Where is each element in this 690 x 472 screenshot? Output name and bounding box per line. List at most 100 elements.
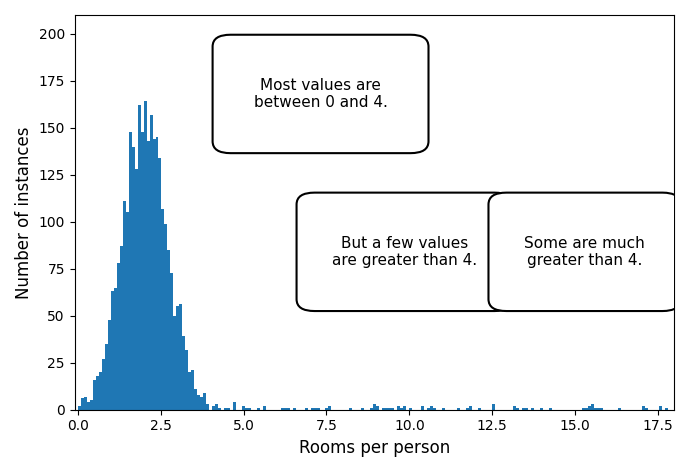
- Bar: [179, 304, 182, 410]
- Bar: [397, 406, 400, 410]
- Bar: [177, 306, 179, 410]
- Bar: [141, 132, 144, 410]
- Bar: [126, 212, 128, 410]
- Bar: [233, 402, 236, 410]
- Bar: [206, 404, 209, 410]
- Bar: [304, 408, 308, 410]
- Text: Some are much
greater than 4.: Some are much greater than 4.: [524, 236, 645, 268]
- Bar: [173, 316, 177, 410]
- Bar: [284, 408, 287, 410]
- Bar: [328, 406, 331, 410]
- Bar: [373, 404, 376, 410]
- Bar: [600, 408, 603, 410]
- Bar: [182, 337, 186, 410]
- Bar: [137, 105, 141, 410]
- Bar: [442, 408, 445, 410]
- Bar: [618, 408, 621, 410]
- Bar: [362, 408, 364, 410]
- Bar: [293, 408, 295, 410]
- Bar: [96, 376, 99, 410]
- Bar: [186, 350, 188, 410]
- Bar: [403, 406, 406, 410]
- Bar: [84, 396, 87, 410]
- Bar: [168, 250, 170, 410]
- Bar: [349, 408, 353, 410]
- Bar: [493, 404, 495, 410]
- Bar: [123, 201, 126, 410]
- Bar: [287, 408, 290, 410]
- Bar: [513, 406, 516, 410]
- Bar: [245, 408, 248, 410]
- Text: But a few values
are greater than 4.: But a few values are greater than 4.: [332, 236, 477, 268]
- Bar: [78, 406, 81, 410]
- Bar: [170, 272, 173, 410]
- Bar: [200, 396, 204, 410]
- Bar: [227, 408, 230, 410]
- Bar: [525, 408, 529, 410]
- Bar: [400, 408, 403, 410]
- X-axis label: Rooms per person: Rooms per person: [299, 439, 450, 457]
- Bar: [144, 101, 146, 410]
- Bar: [161, 209, 164, 410]
- Bar: [427, 408, 430, 410]
- Bar: [317, 408, 319, 410]
- Bar: [469, 406, 471, 410]
- Bar: [99, 372, 102, 410]
- Bar: [159, 158, 161, 410]
- Bar: [549, 408, 552, 410]
- Bar: [588, 406, 591, 410]
- Bar: [281, 408, 284, 410]
- Bar: [644, 408, 647, 410]
- Bar: [248, 408, 251, 410]
- Bar: [582, 408, 585, 410]
- FancyBboxPatch shape: [297, 193, 513, 311]
- Bar: [111, 291, 114, 410]
- Bar: [155, 137, 159, 410]
- Bar: [326, 408, 328, 410]
- Bar: [81, 398, 84, 410]
- Bar: [313, 408, 317, 410]
- Bar: [90, 400, 93, 410]
- Bar: [197, 395, 200, 410]
- Bar: [117, 263, 120, 410]
- Bar: [164, 224, 168, 410]
- Bar: [522, 408, 525, 410]
- Bar: [430, 406, 433, 410]
- Bar: [591, 404, 594, 410]
- Bar: [212, 406, 215, 410]
- Bar: [597, 408, 600, 410]
- Text: Most values are
between 0 and 4.: Most values are between 0 and 4.: [254, 78, 388, 110]
- Bar: [191, 370, 195, 410]
- Bar: [310, 408, 313, 410]
- Bar: [391, 408, 394, 410]
- Bar: [660, 406, 662, 410]
- Bar: [382, 408, 385, 410]
- Bar: [433, 408, 436, 410]
- Bar: [371, 408, 373, 410]
- Bar: [120, 246, 123, 410]
- Bar: [102, 359, 105, 410]
- Bar: [257, 408, 260, 410]
- FancyBboxPatch shape: [489, 193, 680, 311]
- Bar: [594, 408, 597, 410]
- Bar: [87, 402, 90, 410]
- Bar: [152, 139, 155, 410]
- Bar: [146, 141, 150, 410]
- Bar: [263, 406, 266, 410]
- Bar: [195, 389, 197, 410]
- Bar: [215, 404, 218, 410]
- Bar: [642, 406, 644, 410]
- Bar: [108, 320, 111, 410]
- Bar: [665, 408, 669, 410]
- Bar: [466, 408, 469, 410]
- Bar: [105, 344, 108, 410]
- Bar: [132, 147, 135, 410]
- Bar: [218, 408, 221, 410]
- Bar: [385, 408, 388, 410]
- Bar: [150, 115, 152, 410]
- Bar: [409, 408, 412, 410]
- Bar: [477, 408, 480, 410]
- Bar: [224, 408, 227, 410]
- Bar: [128, 132, 132, 410]
- Bar: [376, 406, 380, 410]
